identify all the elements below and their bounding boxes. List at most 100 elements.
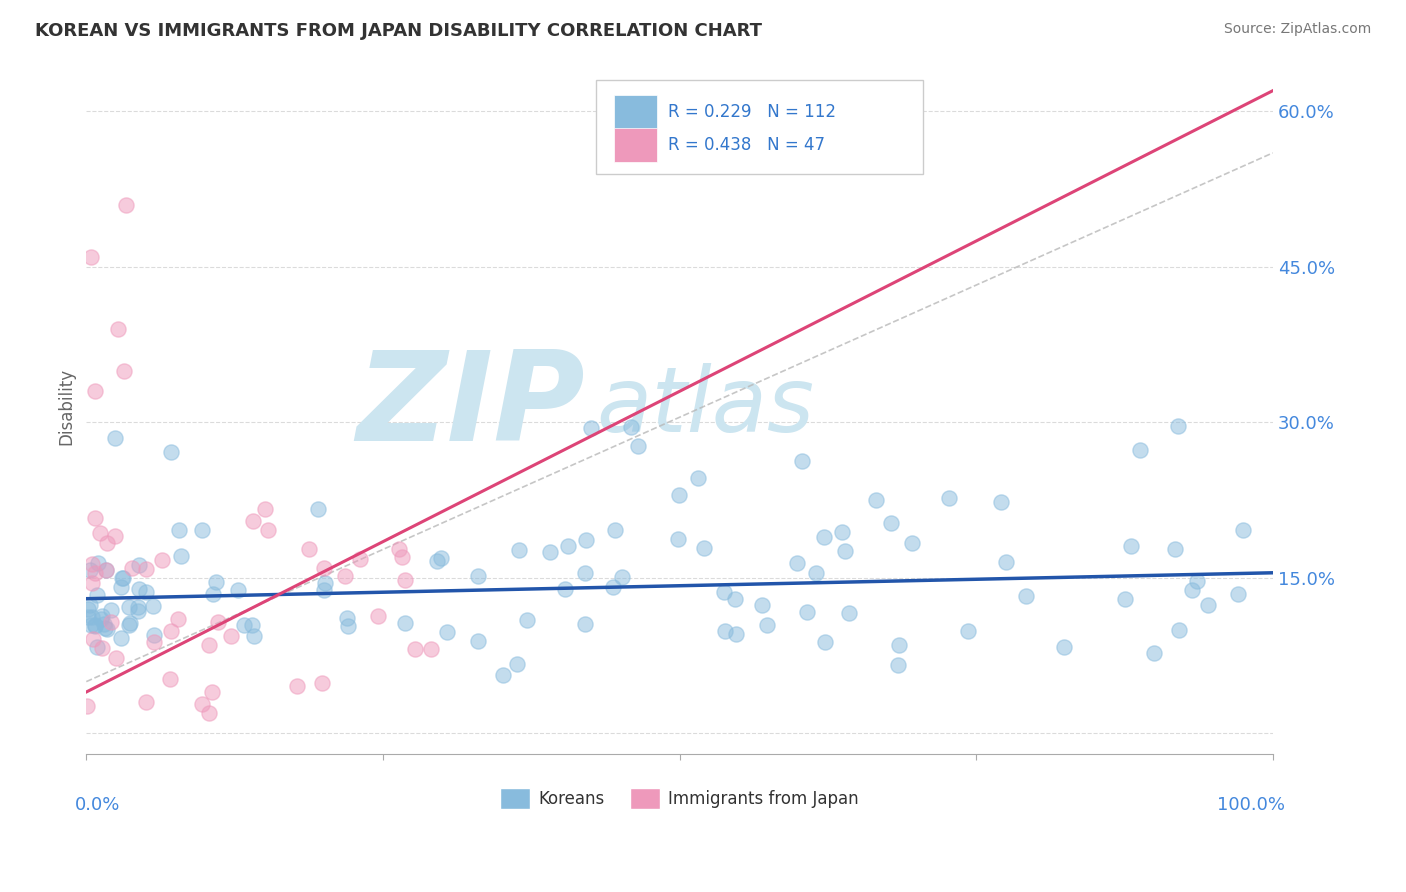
Point [191,523,214,537]
Point [1167,419,1189,434]
Point [202,587,225,601]
Point [240,618,263,632]
Point [467,633,489,648]
Point [298,542,321,557]
Point [110,580,132,594]
Point [467,568,489,582]
Point [84,618,107,632]
Point [887,638,910,652]
Point [311,676,333,690]
Point [143,635,166,649]
Point [159,672,181,686]
Point [198,638,221,652]
Point [506,657,529,672]
Point [142,628,165,642]
Point [367,608,389,623]
Point [307,502,329,516]
Point [394,573,416,587]
Point [957,624,980,638]
Point [668,488,690,502]
Point [605,523,627,537]
Point [135,584,157,599]
Point [900,536,922,550]
Point [190,697,212,711]
Point [201,685,224,699]
Point [128,558,150,572]
Point [627,439,650,453]
Text: 100.0%: 100.0% [1216,796,1285,814]
Point [84,566,107,580]
Point [77,610,100,624]
Point [96,563,118,577]
Point [419,641,441,656]
Point [79,598,101,612]
Point [938,491,960,505]
Point [792,454,814,468]
Point [76,699,98,714]
Point [90,612,112,626]
Point [243,629,266,643]
Point [111,570,134,584]
Point [1129,443,1152,458]
Point [83,511,105,525]
Point [100,603,122,617]
Point [880,516,903,530]
Point [887,658,910,673]
Point [574,566,596,580]
Point [83,619,105,633]
Point [349,551,371,566]
Point [575,533,598,548]
Point [1143,646,1166,660]
Point [838,606,860,620]
FancyBboxPatch shape [596,80,922,174]
Point [91,641,114,656]
Point [82,576,104,591]
Point [336,611,359,625]
Point [118,599,141,614]
Point [83,384,105,399]
Legend: Koreans, Immigrants from Japan: Koreans, Immigrants from Japan [494,781,866,815]
Text: Source: ZipAtlas.com: Source: ZipAtlas.com [1223,22,1371,37]
Point [127,604,149,618]
Point [167,523,190,537]
Point [80,618,103,632]
Point [107,322,129,336]
Point [688,471,710,485]
Point [170,549,193,563]
Point [814,635,837,649]
Point [242,514,264,528]
Point [87,556,110,570]
Point [91,609,114,624]
Point [232,617,254,632]
Point [112,363,135,377]
Point [336,619,359,633]
Point [100,615,122,629]
Y-axis label: Disability: Disability [58,368,75,445]
Point [666,532,689,546]
Point [135,695,157,709]
Point [314,561,336,575]
Point [1197,598,1219,612]
Text: R = 0.438   N = 47: R = 0.438 N = 47 [668,136,825,154]
Point [796,605,818,619]
Point [105,650,128,665]
Point [150,552,173,566]
Point [1185,574,1208,589]
Point [198,706,221,720]
Point [1167,623,1189,637]
Point [834,544,856,558]
Point [93,617,115,632]
Point [257,523,280,537]
Point [714,624,737,638]
Point [1119,539,1142,553]
Point [1227,587,1250,601]
Point [516,613,538,627]
Point [693,541,716,555]
Point [80,250,103,264]
Point [104,529,127,543]
Point [86,588,108,602]
Text: 0.0%: 0.0% [75,796,120,814]
Point [94,563,117,577]
Point [121,561,143,575]
Point [394,616,416,631]
